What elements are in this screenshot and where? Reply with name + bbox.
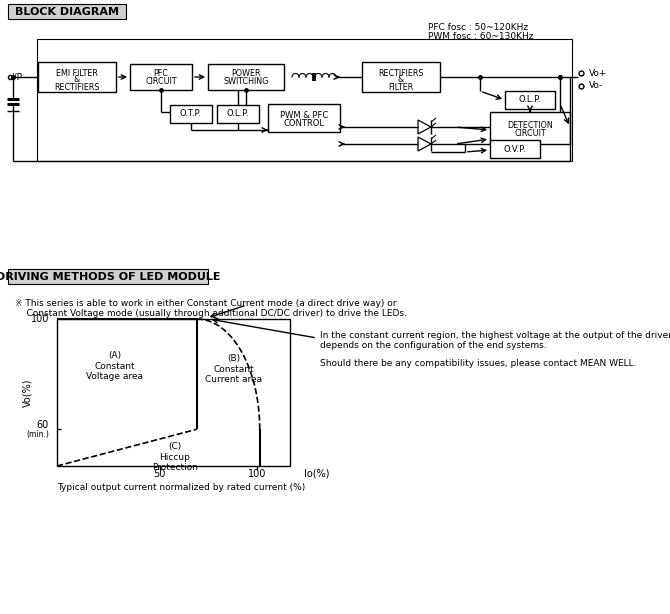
Text: RECTIFIERS: RECTIFIERS (379, 69, 423, 77)
Text: 100: 100 (31, 314, 49, 324)
Text: ※ This series is able to work in either Constant Current mode (a direct drive wa: ※ This series is able to work in either … (15, 299, 407, 319)
Text: CONTROL: CONTROL (283, 120, 324, 128)
Text: PFC fosc : 50~120KHz: PFC fosc : 50~120KHz (428, 23, 528, 32)
Text: depends on the configuration of the end systems.: depends on the configuration of the end … (320, 341, 547, 350)
Text: (A)
Constant
Voltage area: (A) Constant Voltage area (86, 351, 143, 381)
Text: O.T.P.: O.T.P. (180, 109, 202, 119)
Text: DRIVING METHODS OF LED MODULE: DRIVING METHODS OF LED MODULE (0, 272, 220, 282)
Text: O.L.P.: O.L.P. (519, 96, 541, 104)
Text: 100: 100 (248, 469, 267, 479)
Text: PWM & PFC: PWM & PFC (280, 112, 328, 120)
Text: BLOCK DIAGRAM: BLOCK DIAGRAM (15, 7, 119, 17)
Text: CIRCUIT: CIRCUIT (514, 128, 546, 138)
Text: POWER: POWER (231, 69, 261, 79)
Text: Vo-: Vo- (589, 82, 603, 90)
Bar (490, 140, 540, 158)
Bar (57, 319, 290, 466)
Text: &: & (74, 76, 80, 85)
Text: RECTIFIERS: RECTIFIERS (54, 82, 100, 91)
Bar (8, 269, 208, 284)
Bar (362, 62, 440, 92)
Text: I/P: I/P (11, 72, 23, 82)
Text: PWM fosc : 60~130KHz: PWM fosc : 60~130KHz (428, 32, 533, 41)
Text: EMI FILTER: EMI FILTER (56, 69, 98, 77)
Text: DETECTION: DETECTION (507, 122, 553, 131)
Text: 60: 60 (37, 420, 49, 430)
Text: Should there be any compatibility issues, please contact MEAN WELL.: Should there be any compatibility issues… (320, 359, 636, 368)
Text: SWITCHING: SWITCHING (223, 77, 269, 87)
Text: (C)
Hiccup
Protection: (C) Hiccup Protection (152, 442, 198, 472)
Bar (170, 105, 212, 123)
Bar (505, 91, 555, 109)
Text: CIRCUIT: CIRCUIT (145, 77, 177, 87)
Text: O.L.P.: O.L.P. (226, 109, 249, 119)
Bar (37, 39, 572, 161)
Bar (217, 105, 259, 123)
Text: Typical output current normalized by rated current (%): Typical output current normalized by rat… (57, 483, 306, 492)
Text: &: & (398, 76, 404, 85)
Text: Io(%): Io(%) (304, 469, 330, 479)
Bar (130, 64, 192, 90)
Bar (208, 64, 284, 90)
Text: FILTER: FILTER (389, 82, 413, 91)
Text: (min.): (min.) (26, 430, 49, 439)
Bar (8, 4, 126, 19)
Text: Vo+: Vo+ (589, 69, 608, 77)
Bar (268, 104, 340, 132)
Text: Vo(%): Vo(%) (22, 378, 32, 406)
Text: 50: 50 (153, 469, 165, 479)
Text: O.V.P.: O.V.P. (504, 144, 527, 154)
Text: (B)
Constant
Current area: (B) Constant Current area (205, 354, 263, 384)
Text: PFC: PFC (153, 69, 168, 79)
Text: In the constant current region, the highest voltage at the output of the driver: In the constant current region, the high… (320, 331, 670, 340)
Bar (38, 62, 116, 92)
Bar (490, 112, 570, 144)
